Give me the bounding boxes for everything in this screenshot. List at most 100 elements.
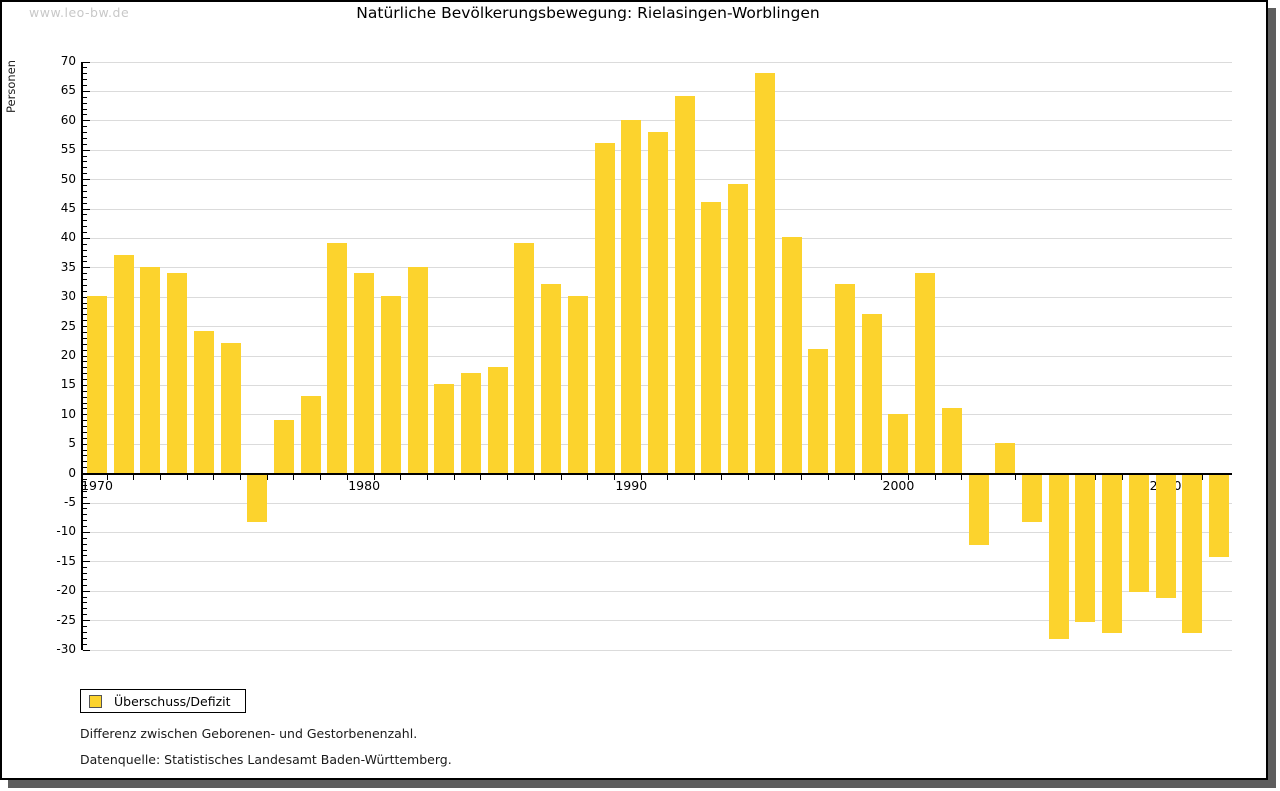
y-tick-label: -20 [56,583,76,598]
x-tick [694,474,696,480]
y-tick-label: 55 [60,142,76,157]
gridline [82,90,1232,92]
y-tick [83,484,87,486]
y-tick [83,520,87,522]
x-tick [1068,474,1070,480]
bar-1978 [300,396,321,473]
y-tick [83,61,90,63]
y-tick-label: 15 [60,377,76,392]
x-tick [720,474,722,480]
y-tick [83,179,90,181]
gridline [82,120,1232,122]
y-tick [83,67,87,69]
y-tick [83,437,87,439]
x-tick [373,474,375,480]
y-tick [83,96,87,98]
watermark: www.leo-bw.de [29,5,130,20]
bar-2009 [1128,474,1149,593]
y-tick [83,490,87,492]
y-tick-label: 50 [60,171,76,186]
y-tick [83,137,87,139]
y-tick [83,396,87,398]
y-tick [83,573,87,575]
y-tick [83,496,87,498]
y-tick [83,361,87,363]
bar-1992 [674,96,695,473]
x-tick [133,474,135,480]
y-tick [83,167,87,169]
legend-swatch-icon [89,694,102,708]
y-tick [83,149,90,151]
y-tick [83,614,87,616]
y-tick [83,161,87,163]
y-tick-label: 10 [60,406,76,421]
x-tick [854,474,856,480]
y-tick-label: 20 [60,348,76,362]
gridline [82,590,1232,592]
y-tick [83,120,90,122]
bar-1990 [621,119,642,473]
y-tick [83,402,87,404]
y-tick [83,408,87,410]
x-tick [667,474,669,480]
y-tick [83,337,87,339]
x-tick [881,474,883,480]
bar-1996 [781,237,802,473]
y-tick [83,296,90,298]
y-tick [83,214,87,216]
x-tick [266,474,268,480]
legend-label: Überschuss/Defizit [114,693,231,709]
x-tick [427,474,429,480]
y-tick-label: 60 [60,112,76,127]
bar-1970 [87,296,107,473]
x-tick [159,474,161,480]
y-tick [83,373,87,375]
bar-1987 [541,284,562,473]
bar-1982 [407,266,428,473]
y-tick [83,649,90,651]
bar-2001 [915,272,936,473]
bar-1988 [567,296,588,473]
bar-1981 [380,296,401,473]
bar-2008 [1102,474,1123,634]
y-tick-label: 70 [60,54,76,68]
gridline [82,531,1232,533]
y-tick [83,620,90,622]
x-tick [213,474,215,480]
x-axis-line [82,472,1232,475]
gridline [82,649,1232,651]
gridline [82,561,1232,563]
x-tick [240,474,242,480]
y-tick [83,596,87,598]
x-tick [1014,474,1016,480]
bar-2010 [1155,474,1176,599]
y-tick [83,455,87,457]
bar-2003 [968,474,989,546]
y-tick-label: 40 [60,230,76,245]
bar-2005 [1021,474,1042,522]
y-tick [83,543,87,545]
y-tick [83,590,90,592]
bar-1975 [220,343,241,473]
y-tick-label: 45 [60,201,76,215]
y-tick [83,379,87,381]
bar-2002 [941,407,962,473]
y-tick-label: -15 [56,553,76,568]
y-tick [83,637,87,639]
x-tick [801,474,803,480]
y-tick [83,249,87,251]
bar-1977 [273,419,294,473]
y-tick [83,255,87,257]
x-tick-label: 1970 [81,477,113,493]
y-tick [83,502,90,504]
x-tick [907,474,909,480]
y-tick [83,390,87,392]
bar-2012 [1208,474,1229,557]
y-tick-label: -5 [64,495,76,509]
x-tick-label: 2000 [882,477,915,493]
bar-1974 [193,331,214,473]
y-tick [83,414,90,416]
bar-2006 [1048,474,1069,640]
